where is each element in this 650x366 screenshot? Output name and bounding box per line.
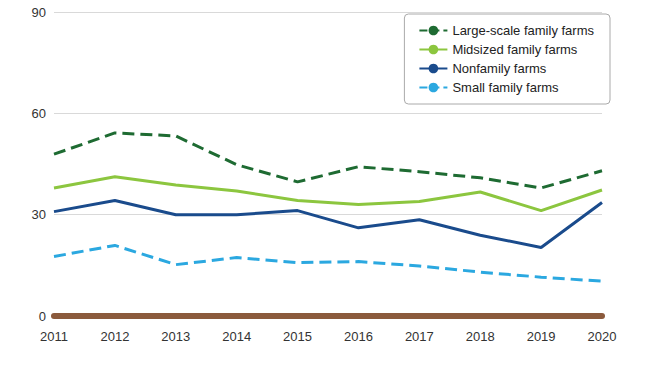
svg-text:2020: 2020 xyxy=(588,329,617,344)
svg-text:2011: 2011 xyxy=(40,329,68,344)
svg-text:30: 30 xyxy=(32,207,46,222)
svg-text:0: 0 xyxy=(39,309,46,324)
svg-text:90: 90 xyxy=(32,5,46,20)
svg-text:2013: 2013 xyxy=(161,329,190,344)
svg-text:2012: 2012 xyxy=(100,329,129,344)
svg-text:Nonfamily farms: Nonfamily farms xyxy=(452,61,546,76)
svg-text:2018: 2018 xyxy=(466,329,495,344)
svg-text:2014: 2014 xyxy=(222,329,251,344)
svg-text:60: 60 xyxy=(32,106,46,121)
svg-text:Midsized family farms: Midsized family farms xyxy=(452,42,577,57)
svg-text:2016: 2016 xyxy=(344,329,373,344)
svg-text:2017: 2017 xyxy=(405,329,434,344)
svg-text:Large-scale family farms: Large-scale family farms xyxy=(452,23,594,38)
svg-text:Small family farms: Small family farms xyxy=(452,80,559,95)
svg-text:2019: 2019 xyxy=(527,329,556,344)
svg-text:2015: 2015 xyxy=(283,329,312,344)
